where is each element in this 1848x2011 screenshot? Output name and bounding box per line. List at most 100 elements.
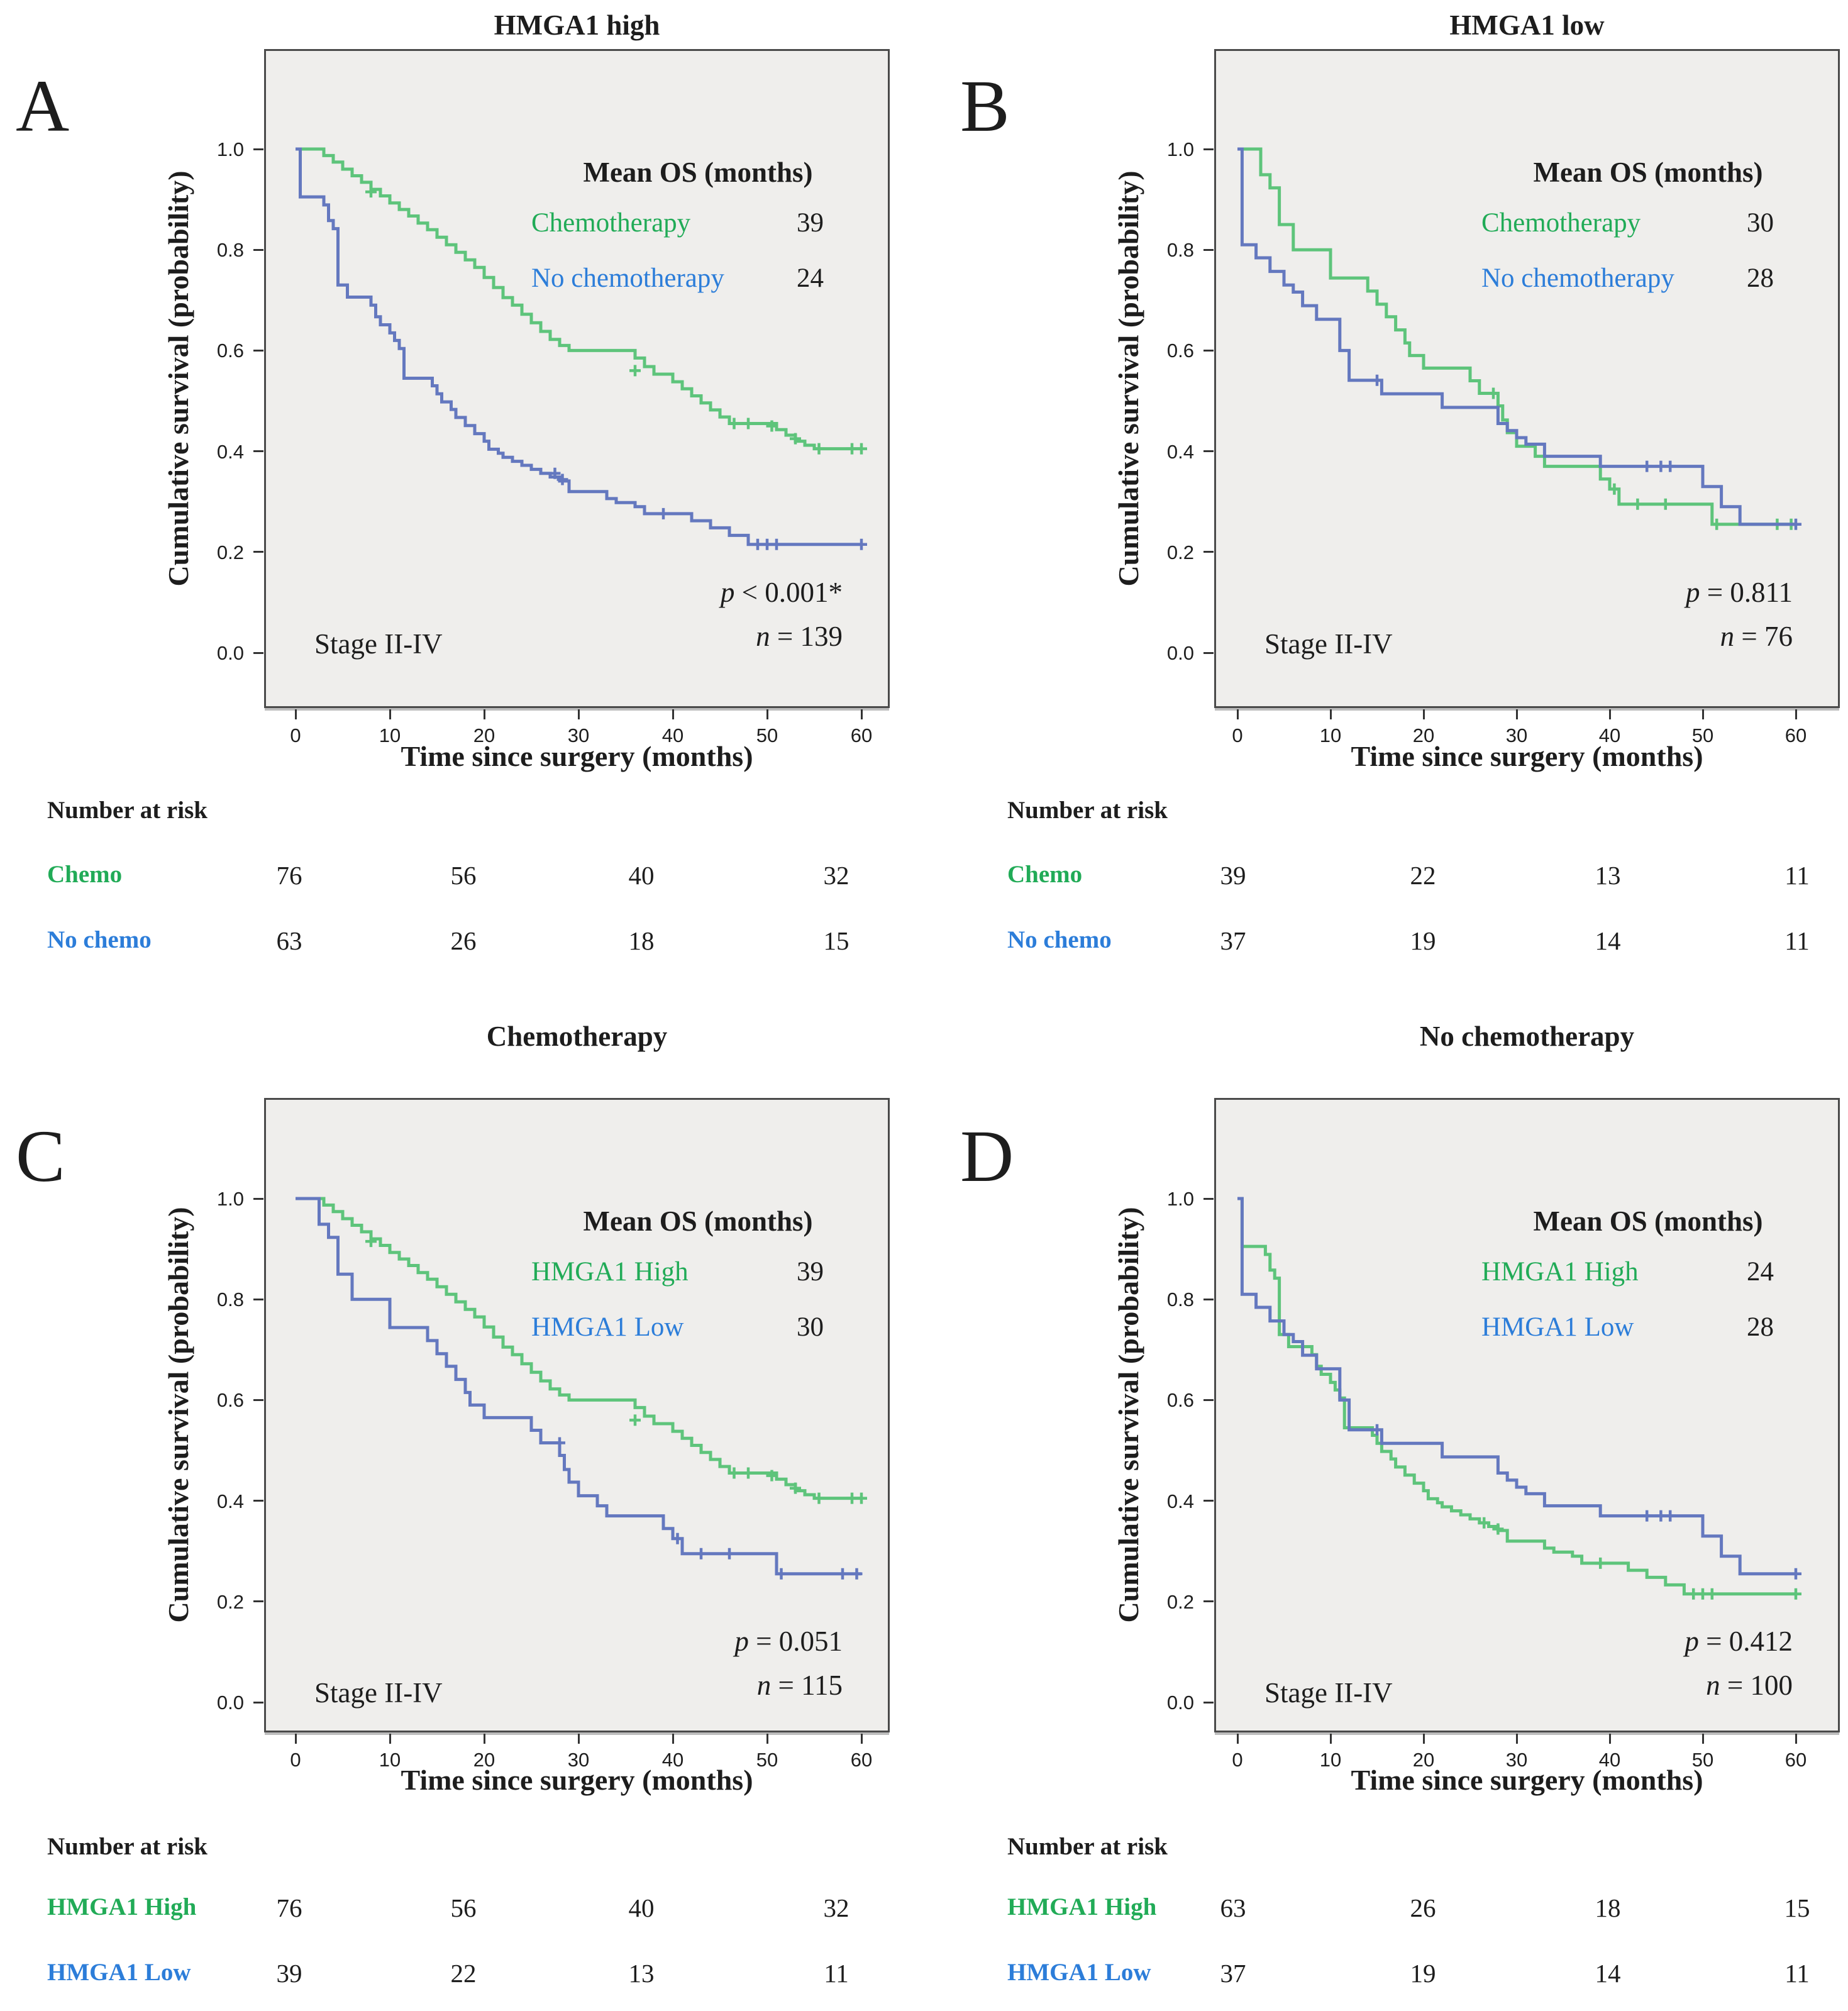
y-tick-label: 0.8 — [1166, 239, 1194, 262]
y-tick-label: 0.2 — [1166, 541, 1194, 563]
legend-series-1-label: HMGA1 High — [531, 1257, 689, 1287]
y-tick-mark — [1203, 349, 1214, 352]
x-tick-label: 0 — [1232, 724, 1243, 746]
y-tick-label: 1.0 — [1166, 138, 1194, 160]
x-tick-mark — [1608, 1734, 1611, 1744]
n-value: n = 100 — [1706, 1670, 1793, 1701]
legend-series-1-value: 39 — [797, 208, 824, 238]
legend-series-2-value: 30 — [797, 1312, 824, 1342]
y-axis-label: Cumulative survival (probability) — [1112, 170, 1144, 587]
panel-b: B HMGA1 low Cumulative survival (probabi… — [924, 0, 1847, 1005]
y-tick-label: 0.0 — [216, 642, 244, 664]
y-tick-mark — [253, 148, 263, 150]
legend-series-1-value: 24 — [1747, 1257, 1774, 1287]
x-tick-label: 10 — [379, 724, 401, 746]
y-tick-mark — [1203, 651, 1214, 654]
x-tick-mark — [577, 709, 580, 719]
risk-row: HMGA1 High 76 56 40 32 — [47, 1893, 849, 1922]
n-value: n = 76 — [1720, 621, 1793, 652]
n-value: n = 115 — [756, 1670, 843, 1701]
y-tick-mark — [253, 1701, 263, 1704]
x-tick-mark — [294, 709, 297, 719]
risk-row: No chemo 37 19 14 11 — [1007, 926, 1810, 955]
x-tick-label: 50 — [756, 724, 778, 746]
x-tick-mark — [1701, 709, 1704, 719]
y-tick-mark — [1203, 1399, 1214, 1401]
y-tick-label: 0.4 — [1166, 440, 1194, 463]
x-tick-label: 50 — [1691, 1749, 1714, 1771]
y-tick-label: 0.6 — [1166, 1389, 1194, 1412]
legend-series-2-label: HMGA1 Low — [531, 1312, 684, 1342]
y-tick-mark — [253, 651, 263, 654]
y-tick-mark — [1203, 248, 1214, 251]
panel-d: D No chemotherapy Cumulative survival (p… — [924, 1005, 1847, 2010]
x-tick-label: 30 — [567, 724, 590, 746]
x-tick-mark — [1236, 1734, 1239, 1744]
legend-series-2-label: HMGA1 Low — [1481, 1312, 1634, 1342]
x-tick-label: 60 — [1784, 1749, 1807, 1771]
x-tick-label: 20 — [473, 724, 495, 746]
y-tick-mark — [253, 248, 263, 251]
y-tick-label: 0.8 — [1166, 1288, 1194, 1311]
panel-a: A HMGA1 high Cumulative survival (probab… — [0, 0, 924, 1005]
x-tick-mark — [672, 709, 674, 719]
legend-series-1-label: Chemotherapy — [1481, 208, 1641, 238]
p-value: p < 0.001* — [720, 577, 843, 608]
legend-title: Mean OS (months) — [583, 157, 813, 188]
x-tick-mark — [860, 1734, 863, 1744]
y-tick-label: 0.2 — [1166, 1590, 1194, 1613]
n-value: n = 139 — [756, 621, 843, 652]
legend-series-2-value: 28 — [1747, 263, 1774, 293]
y-tick-mark — [1203, 450, 1214, 453]
panel-letter: B — [960, 65, 1010, 147]
x-tick-mark — [766, 1734, 768, 1744]
x-tick-mark — [1329, 1734, 1332, 1744]
x-tick-mark — [577, 1734, 580, 1744]
y-tick-mark — [253, 1298, 263, 1300]
y-tick-mark — [253, 1500, 263, 1502]
x-tick-label: 0 — [1232, 1749, 1243, 1771]
x-tick-label: 50 — [756, 1749, 778, 1771]
y-tick-label: 0.8 — [216, 239, 244, 262]
x-axis-label: Time since surgery (months) — [401, 740, 753, 772]
legend-series-1-label: HMGA1 High — [1481, 1257, 1639, 1287]
x-tick-mark — [483, 709, 485, 719]
panel-c: C Chemotherapy Cumulative survival (prob… — [0, 1005, 924, 2010]
y-tick-label: 0.6 — [216, 340, 244, 362]
x-tick-mark — [1422, 709, 1425, 719]
x-tick-mark — [1795, 709, 1797, 719]
y-tick-label: 0.4 — [1166, 1490, 1194, 1512]
y-tick-label: 0.4 — [216, 1490, 244, 1512]
x-tick-label: 60 — [1784, 724, 1807, 746]
panel-title: Chemotherapy — [486, 1021, 668, 1052]
p-value: p = 0.811 — [1686, 577, 1793, 608]
legend-series-1-value: 30 — [1747, 208, 1774, 238]
x-tick-label: 40 — [661, 724, 684, 746]
x-tick-label: 10 — [1319, 1749, 1342, 1771]
x-tick-label: 30 — [1505, 724, 1528, 746]
y-tick-label: 1.0 — [216, 1188, 244, 1210]
x-tick-mark — [1515, 1734, 1518, 1744]
y-tick-mark — [253, 1399, 263, 1401]
x-tick-mark — [1236, 709, 1239, 719]
panel-letter: A — [16, 65, 70, 147]
x-tick-mark — [1515, 709, 1518, 719]
y-tick-mark — [253, 551, 263, 553]
x-tick-mark — [1329, 709, 1332, 719]
y-tick-mark — [1203, 1298, 1214, 1300]
panel-title: No chemotherapy — [1419, 1021, 1635, 1052]
x-axis-label: Time since surgery (months) — [1351, 1764, 1703, 1796]
x-tick-label: 20 — [1412, 724, 1435, 746]
y-tick-label: 1.0 — [1166, 1188, 1194, 1210]
stage-label: Stage II-IV — [314, 1677, 443, 1709]
risk-row: HMGA1 Low 37 19 14 11 — [1007, 1959, 1810, 1988]
number-at-risk-header: Number at risk — [1007, 797, 1168, 824]
x-tick-label: 0 — [290, 1749, 301, 1771]
y-tick-mark — [253, 450, 263, 453]
panel-title: HMGA1 low — [1449, 9, 1605, 41]
x-axis-label: Time since surgery (months) — [1351, 740, 1703, 772]
x-tick-mark — [294, 1734, 297, 1744]
legend-series-1-value: 39 — [797, 1257, 824, 1287]
x-tick-label: 40 — [661, 1749, 684, 1771]
y-tick-label: 0.0 — [216, 1692, 244, 1714]
